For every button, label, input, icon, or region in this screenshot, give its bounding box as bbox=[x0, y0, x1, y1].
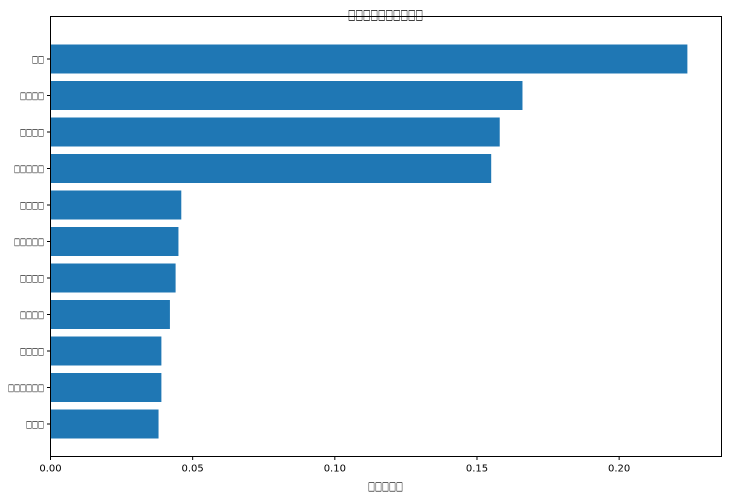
x-tick-label-4: 0.15 bbox=[466, 464, 488, 475]
bar-4 bbox=[50, 154, 492, 183]
bar-2 bbox=[50, 81, 523, 110]
chart-title: □□□□□□□□□□ bbox=[348, 7, 423, 23]
x-tick-label-1: 0.00 bbox=[39, 464, 61, 475]
y-tick-label-1: □□ bbox=[32, 55, 44, 66]
y-tick-label-4: □□□□□ bbox=[14, 164, 44, 175]
y-axis: □□□□□□□□□□□□□□□□□□□□□□□□□□□□□□□□□□□□□□□□… bbox=[8, 55, 51, 431]
bar-7 bbox=[50, 263, 176, 293]
bar-9 bbox=[50, 336, 162, 366]
x-tick-label-2: 0.05 bbox=[182, 464, 204, 475]
plot-frame bbox=[50, 16, 722, 457]
x-axis-label: □□□□□ bbox=[368, 479, 403, 493]
x-tick-label-3: 0.10 bbox=[324, 464, 346, 475]
y-tick-label-2: □□□□ bbox=[20, 91, 44, 102]
bar-8 bbox=[50, 300, 170, 329]
x-axis: 0.00 0.05 0.10 0.15 0.20 bbox=[39, 456, 630, 475]
y-tick-label-9: □□□□ bbox=[20, 347, 44, 358]
y-tick-label-6: □□□□□ bbox=[14, 237, 44, 248]
bar-10 bbox=[50, 373, 162, 402]
y-tick-label-5: □□□□ bbox=[20, 201, 44, 212]
y-tick-label-7: □□□□ bbox=[20, 274, 44, 285]
x-tick-label-5: 0.20 bbox=[608, 464, 630, 475]
bar-6 bbox=[50, 227, 179, 256]
bar-5 bbox=[50, 190, 182, 220]
bar-1 bbox=[50, 44, 688, 74]
y-tick-label-8: □□□□ bbox=[20, 310, 44, 321]
y-tick-label-11: □□□ bbox=[26, 420, 44, 431]
y-tick-label-10: □□□□□□ bbox=[8, 383, 44, 394]
y-tick-label-3: □□□□ bbox=[20, 128, 44, 139]
bars-group bbox=[50, 44, 688, 439]
bar-3 bbox=[50, 117, 500, 147]
bar-11 bbox=[50, 409, 159, 439]
